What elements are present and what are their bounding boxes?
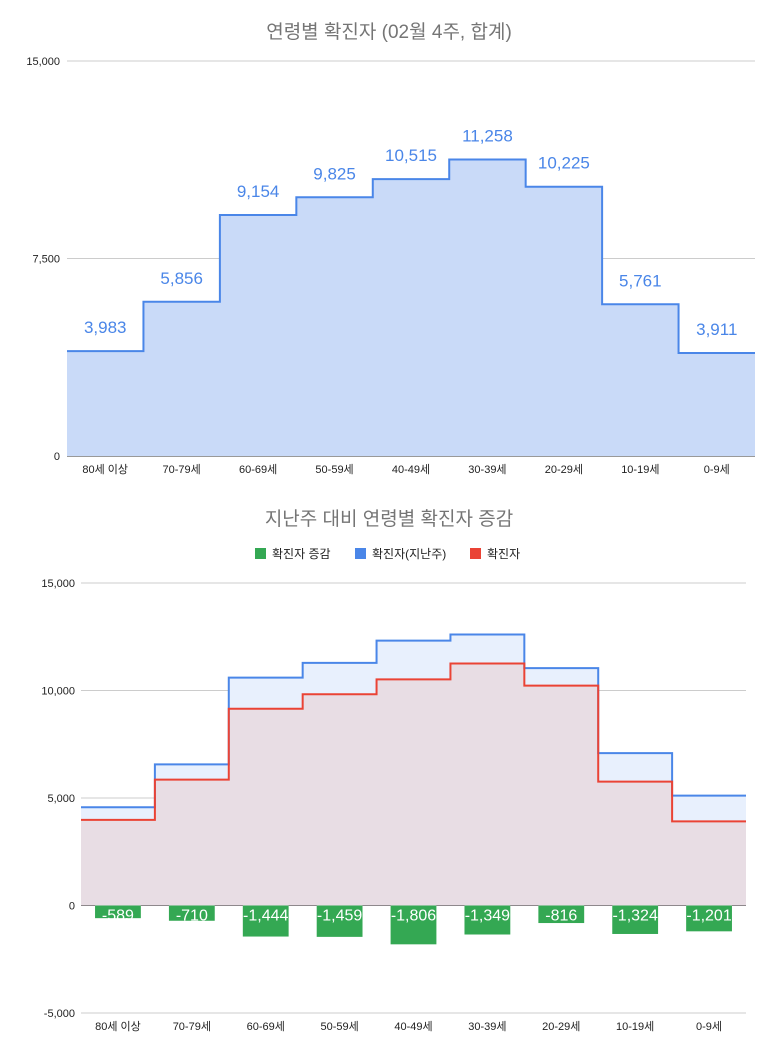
category-label: 80세 이상 (82, 463, 128, 476)
chart1-title: 연령별 확진자 (02월 4주, 합계) (266, 21, 512, 43)
legend-label-last-week: 확진자(지난주) (372, 547, 446, 561)
bar-value-label: -1,324 (612, 908, 657, 925)
series-line (81, 633, 746, 809)
data-label: 5,856 (160, 269, 203, 288)
change-bar (316, 905, 363, 937)
data-label: 3,911 (696, 320, 737, 339)
category-label: 40-49세 (392, 463, 430, 476)
y-tick-label: -5,000 (44, 1008, 75, 1020)
category-label: 50-59세 (320, 1020, 358, 1033)
bar-value-label: -589 (102, 908, 134, 925)
legend-swatch-current (470, 548, 481, 559)
category-label: 30-39세 (468, 1020, 506, 1033)
y-tick-label: 15,000 (41, 578, 75, 590)
series-area (67, 159, 755, 456)
y-tick-label: 0 (69, 901, 75, 913)
category-label: 80세 이상 (95, 1020, 141, 1033)
change-bar (686, 905, 732, 932)
bar-value-label: -1,349 (465, 908, 510, 925)
data-label: 9,825 (313, 164, 356, 183)
bar-value-label: -1,806 (391, 908, 436, 925)
legend-swatch-change (255, 548, 266, 559)
category-label: 50-59세 (315, 463, 353, 476)
legend-label-current: 확진자 (487, 547, 520, 561)
category-label: 70-79세 (163, 463, 201, 476)
category-label: 0-9세 (704, 463, 730, 476)
category-label: 30-39세 (468, 463, 506, 476)
data-label: 9,154 (237, 182, 280, 201)
category-label: 40-49세 (394, 1020, 432, 1033)
bar-value-label: -1,444 (243, 908, 288, 925)
bar-value-label: -1,459 (317, 908, 362, 925)
data-label: 10,225 (538, 154, 590, 173)
bar-value-label: -1,201 (686, 908, 731, 925)
data-label: 3,983 (84, 318, 127, 337)
category-label: 70-79세 (173, 1020, 211, 1033)
category-label: 10-19세 (616, 1020, 654, 1033)
data-label: 11,258 (462, 127, 513, 146)
bar-value-label: -710 (176, 908, 208, 925)
series-line (81, 662, 746, 823)
category-label: 0-9세 (696, 1020, 722, 1033)
change-bar (538, 905, 585, 924)
age-confirmed-chart: 연령별 확진자 (02월 4주, 합계) 3,983 5,856 9,154 9,82… (26, 21, 755, 476)
change-bar (612, 905, 659, 934)
change-bar (168, 905, 215, 921)
y-tick-label: 7,500 (32, 254, 60, 266)
change-bar (464, 905, 511, 935)
weekly-change-chart: 지난주 대비 연령별 확진자 증감 확진자 증감 확진자(지난주) 확진자 -5… (41, 508, 746, 1033)
series-line (67, 158, 755, 355)
category-label: 20-29세 (542, 1020, 580, 1033)
category-label: 20-29세 (545, 463, 583, 476)
legend-label-change: 확진자 증감 (272, 547, 331, 561)
category-label: 60-69세 (247, 1020, 285, 1033)
change-bar (390, 905, 437, 945)
y-tick-label: 15,000 (26, 56, 60, 68)
legend-swatch-last-week (355, 548, 366, 559)
change-bar (95, 905, 141, 919)
change-bar (242, 905, 289, 937)
series-area (81, 663, 746, 906)
y-tick-label: 10,000 (41, 686, 75, 698)
chart2-title: 지난주 대비 연령별 확진자 증감 (265, 508, 513, 530)
data-label: 10,515 (385, 146, 437, 165)
data-label: 5,761 (619, 271, 662, 290)
y-tick-label: 5,000 (47, 793, 75, 805)
category-label: 60-69세 (239, 463, 277, 476)
category-label: 10-19세 (621, 463, 659, 476)
legend: 확진자 증감 확진자(지난주) 확진자 (255, 547, 520, 561)
bar-value-label: -816 (545, 908, 577, 925)
y-tick-label: 0 (54, 451, 60, 463)
